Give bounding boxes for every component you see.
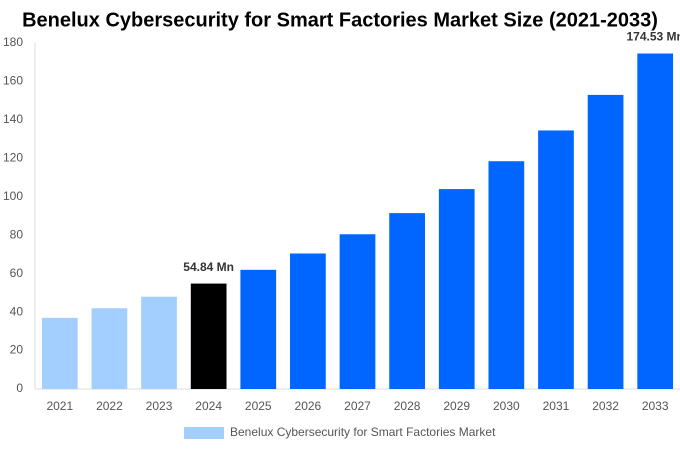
- legend-swatch: [184, 427, 224, 439]
- y-tick-label: 20: [10, 343, 24, 357]
- y-tick-label: 120: [3, 151, 23, 165]
- x-tick-label: 2024: [195, 399, 222, 413]
- y-tick-label: 40: [10, 304, 24, 318]
- bar: [587, 94, 624, 390]
- y-tick-label: 160: [3, 74, 23, 88]
- x-tick-label: 2025: [245, 399, 272, 413]
- bar: [438, 189, 475, 389]
- legend-label: Benelux Cybersecurity for Smart Factorie…: [230, 425, 496, 439]
- value-label: 54.84 Mn: [183, 260, 234, 274]
- chart-title: Benelux Cybersecurity for Smart Factorie…: [22, 9, 658, 31]
- bar: [339, 234, 376, 389]
- y-tick-label: 0: [16, 381, 23, 395]
- bar: [538, 130, 574, 389]
- bar: [240, 269, 277, 389]
- bar: [141, 296, 177, 389]
- value-label: 174.53 Mn: [627, 30, 680, 44]
- x-tick-label: 2029: [443, 399, 470, 413]
- x-tick-label: 2026: [295, 399, 322, 413]
- bar: [41, 317, 78, 389]
- x-tick-label: 2027: [344, 399, 371, 413]
- y-tick-label: 60: [10, 266, 24, 280]
- y-tick-label: 100: [3, 189, 23, 203]
- bar: [488, 161, 525, 389]
- bar: [389, 213, 425, 389]
- bar: [290, 253, 326, 389]
- bar: [637, 53, 674, 389]
- x-tick-label: 2021: [46, 399, 73, 413]
- y-tick-label: 140: [3, 112, 23, 126]
- x-tick-label: 2030: [493, 399, 520, 413]
- bar: [91, 308, 128, 389]
- x-tick-label: 2033: [642, 399, 669, 413]
- x-tick-label: 2031: [543, 399, 570, 413]
- y-tick-label: 80: [10, 227, 24, 241]
- x-tick-label: 2032: [592, 399, 619, 413]
- bar: [190, 283, 227, 389]
- x-tick-label: 2023: [146, 399, 173, 413]
- x-tick-label: 2022: [96, 399, 123, 413]
- x-tick-label: 2028: [394, 399, 421, 413]
- y-tick-label: 180: [3, 35, 23, 49]
